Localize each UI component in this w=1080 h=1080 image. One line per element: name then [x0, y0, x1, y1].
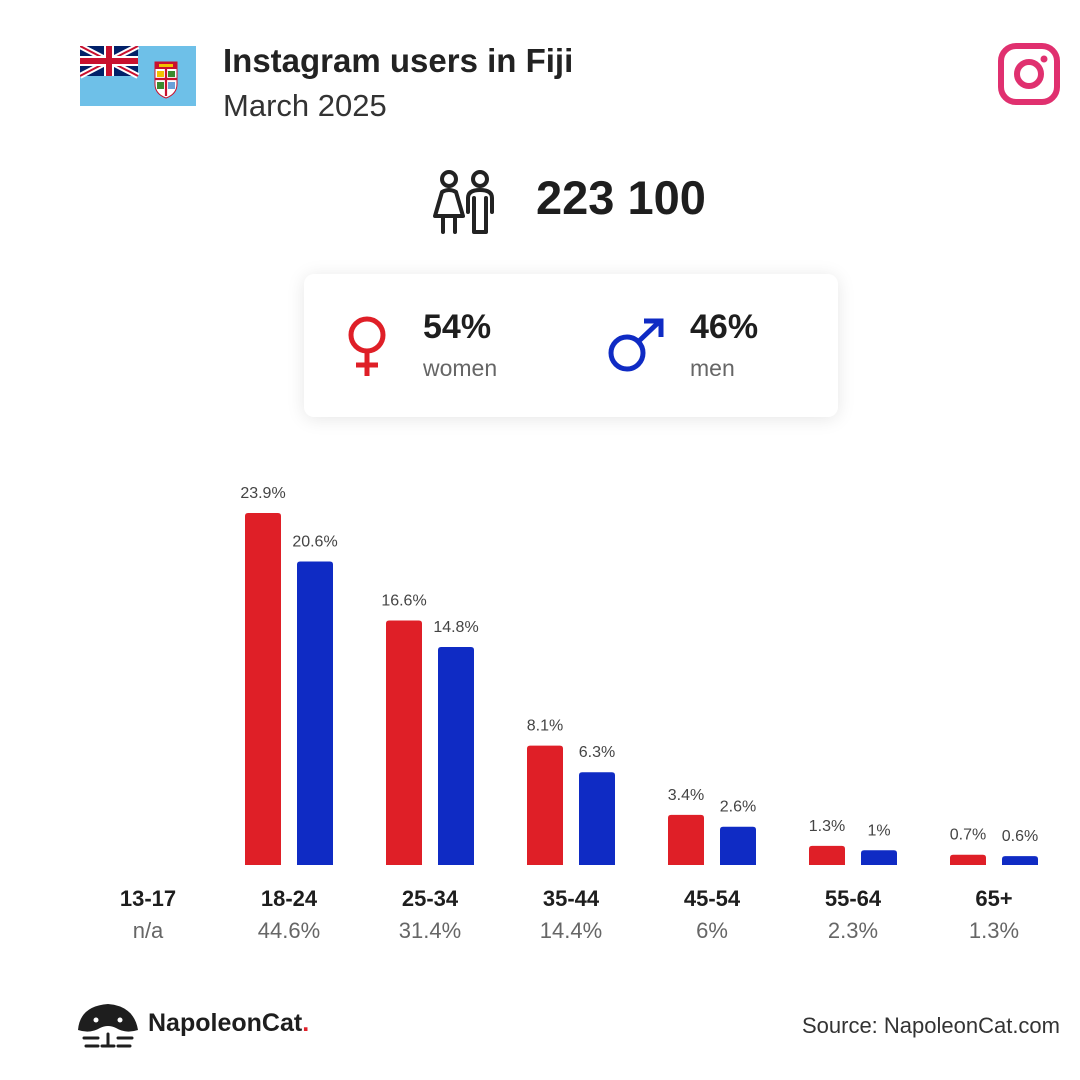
people-icon [433, 170, 494, 234]
age-group-label: 65+ [975, 886, 1012, 911]
male-symbol-icon [608, 318, 664, 372]
gender-split-card: 54% women 46% men [304, 274, 838, 417]
bar-value-label: 8.1% [527, 718, 563, 735]
bar-value-label: 2.6% [720, 799, 756, 816]
age-group-label: 45-54 [684, 886, 741, 911]
age-group-label: 13-17 [120, 886, 176, 911]
bar [720, 826, 756, 865]
female-symbol-icon [348, 316, 386, 376]
age-group-total: 44.6% [258, 918, 320, 943]
bar-value-label: 1.3% [809, 818, 845, 835]
age-group-total: 6% [696, 918, 728, 943]
napoleoncat-logo-icon [78, 1004, 138, 1048]
bar [527, 745, 563, 865]
men-label: men [690, 355, 735, 381]
bar [950, 854, 986, 865]
page-title: Instagram users in Fiji [223, 42, 574, 79]
bar [809, 845, 845, 865]
age-group-total: 1.3% [969, 918, 1019, 943]
bar-value-label: 16.6% [381, 592, 426, 609]
age-gender-bar-chart: 13-17 n/a 23.9% 20.6% 18-24 44.6% 16.6% 14.8% 25… [120, 485, 1038, 943]
page-subtitle: March 2025 [223, 88, 387, 123]
instagram-icon [998, 43, 1060, 105]
bar [245, 512, 281, 865]
bar [579, 772, 615, 865]
age-group-label: 25-34 [402, 886, 459, 911]
source-text: Source: NapoleonCat.com [801, 1013, 1060, 1038]
age-group-label: 35-44 [543, 886, 600, 911]
bar-value-label: 23.9% [240, 485, 285, 502]
fiji-flag-icon [80, 46, 196, 106]
brand-name: NapoleonCat. [148, 1009, 309, 1038]
bar-value-label: 6.3% [579, 744, 615, 761]
women-label: women [423, 355, 498, 381]
bar [438, 646, 474, 865]
bar-value-label: 3.4% [668, 787, 704, 804]
bar-value-label: 1% [867, 822, 890, 839]
brand-text: NapoleonCat [148, 1009, 303, 1037]
men-percentage: 46% [690, 308, 759, 346]
bar [861, 850, 897, 865]
bar-value-label: 20.6% [292, 534, 337, 551]
bar [386, 620, 422, 865]
age-group-total: 14.4% [540, 918, 602, 943]
age-group-total: n/a [133, 918, 164, 943]
age-group-label: 18-24 [261, 886, 318, 911]
bar-value-label: 0.7% [950, 827, 986, 844]
age-group-total: 2.3% [828, 918, 878, 943]
age-group-label: 55-64 [825, 886, 882, 911]
total-users: 223 100 [536, 171, 706, 224]
bar [1002, 856, 1038, 865]
bar-value-label: 14.8% [433, 619, 478, 636]
bar-value-label: 0.6% [1002, 828, 1038, 845]
women-percentage: 54% [423, 308, 492, 346]
brand-dot: . [302, 1009, 310, 1037]
age-group-total: 31.4% [399, 918, 461, 943]
bar [668, 814, 704, 865]
bar [297, 561, 333, 865]
